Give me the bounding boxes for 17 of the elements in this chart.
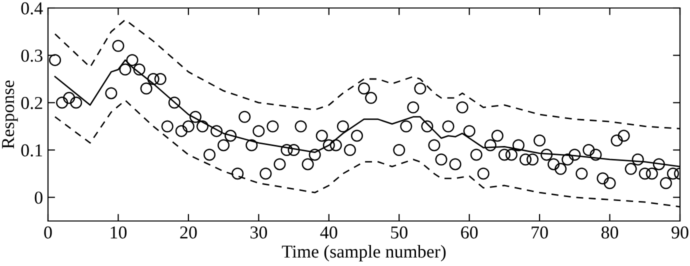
x-tick-label: 80 [601, 226, 618, 239]
x-tick-label: 90 [672, 226, 688, 239]
x-tick-label: 70 [532, 226, 548, 239]
y-axis-title: Response [2, 80, 18, 149]
y-tick-label: 0.4 [21, 2, 43, 15]
x-tick-label: 20 [180, 226, 197, 239]
y-tick-label: 0.3 [21, 50, 42, 62]
x-tick-label: 50 [391, 226, 408, 239]
y-tick-label: 0 [34, 192, 42, 204]
x-tick-label: 10 [110, 226, 127, 239]
x-tick-label: 30 [250, 226, 268, 239]
y-tick-label: 0.2 [21, 96, 42, 110]
x-tick-label: 60 [461, 226, 478, 239]
x-axis-title: Time (sample number) [282, 245, 446, 262]
y-tick-label: 0.1 [21, 144, 42, 157]
x-tick-label: 0 [44, 226, 52, 239]
x-tick-label: 40 [320, 226, 338, 239]
